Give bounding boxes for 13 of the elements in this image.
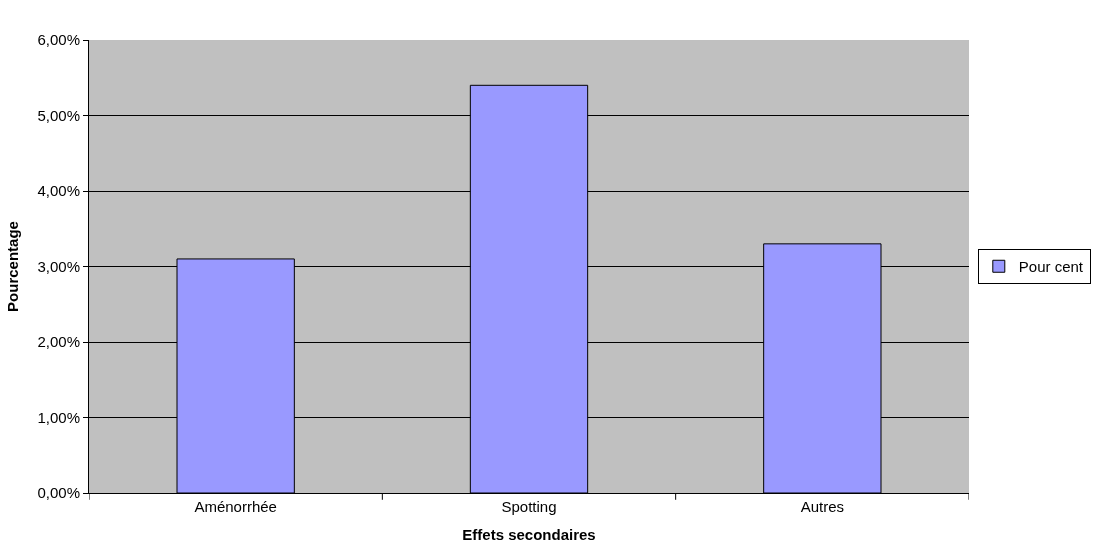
legend-label: Pour cent xyxy=(1018,258,1084,276)
y-tick-label: 0,00% xyxy=(37,484,80,502)
y-tick-label: 5,00% xyxy=(37,106,80,124)
x-tick-label: Aménorrhée xyxy=(194,498,277,515)
x-tick-label: Autres xyxy=(800,498,845,515)
y-tick-label: 1,00% xyxy=(37,408,80,426)
x-tick-label: Spotting xyxy=(501,498,557,515)
y-tick-label: 3,00% xyxy=(37,257,80,275)
y-tick-label: 4,00% xyxy=(37,182,80,200)
x-axis-title: Effets secondaires xyxy=(462,526,596,543)
y-tick-label: 6,00% xyxy=(37,31,80,49)
y-tick-label: 2,00% xyxy=(37,333,80,351)
y-axis-title: Pourcentage xyxy=(3,221,21,312)
